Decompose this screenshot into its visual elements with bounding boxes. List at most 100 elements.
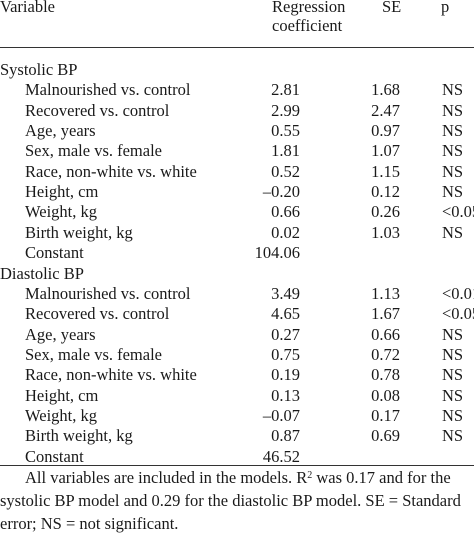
row-label: Constant [25, 243, 84, 263]
table-row: Height, cm 0.13 0.08 NS [0, 386, 474, 406]
row-label: Birth weight, kg [25, 426, 133, 446]
row-se: 0.12 [371, 182, 400, 202]
row-label: Constant [25, 446, 84, 466]
row-label: Age, years [25, 324, 96, 344]
row-label: Recovered vs. control [25, 100, 170, 120]
row-coefficient: 46.52 [262, 446, 300, 466]
row-coefficient: 0.66 [271, 202, 300, 222]
row-p-value: <0.05 [442, 304, 474, 324]
row-p-value: NS [442, 141, 464, 161]
row-se: 2.47 [371, 100, 400, 120]
row-se: 0.17 [371, 405, 400, 425]
row-coefficient: 2.99 [271, 100, 300, 120]
row-p-value: NS [442, 344, 464, 364]
table-row: Birth weight, kg 0.02 1.03 NS [0, 223, 474, 243]
row-se: 0.78 [371, 365, 400, 385]
header-coefficient-line2: coefficient [272, 16, 343, 35]
row-label: Malnourished vs. control [25, 80, 191, 100]
header-rule [0, 47, 474, 48]
row-p-value: NS [442, 161, 464, 181]
footnote-line-1: All variables are included in the models… [25, 468, 451, 487]
table-row: Weight, kg 0.66 0.26 <0.05 [0, 202, 474, 222]
row-coefficient: –0.07 [262, 405, 300, 425]
row-p-value: NS [442, 405, 464, 425]
row-coefficient: 0.55 [271, 121, 300, 141]
table-row: Race, non-white vs. white 0.52 1.15 NS [0, 162, 474, 182]
table-row: Height, cm –0.20 0.12 NS [0, 182, 474, 202]
row-coefficient: 0.13 [271, 385, 300, 405]
row-coefficient: 0.19 [271, 365, 300, 385]
row-coefficient: 104.06 [254, 243, 300, 263]
table-row: Sex, male vs. female 0.75 0.72 NS [0, 345, 474, 365]
row-se: 0.97 [371, 121, 400, 141]
row-label: Sex, male vs. female [25, 344, 162, 364]
section-title: Diastolic BP [0, 263, 84, 283]
bottom-rule [0, 465, 474, 466]
row-label: Recovered vs. control [25, 304, 170, 324]
header-coefficient-line1: Regression [272, 0, 346, 16]
table-row: Weight, kg –0.07 0.17 NS [0, 406, 474, 426]
row-se: 1.15 [371, 161, 400, 181]
row-coefficient: 3.49 [271, 283, 300, 303]
table-row: Constant 104.06 [0, 243, 474, 263]
row-label: Height, cm [25, 385, 99, 405]
table-row: Constant 46.52 [0, 447, 474, 467]
row-label: Height, cm [25, 182, 99, 202]
row-coefficient: 0.87 [271, 426, 300, 446]
row-coefficient: 4.65 [271, 304, 300, 324]
section-header-row: Diastolic BP [0, 264, 474, 284]
r-squared-superscript: 2 [307, 470, 313, 481]
row-coefficient: 0.27 [271, 324, 300, 344]
row-p-value: NS [442, 365, 464, 385]
row-label: Sex, male vs. female [25, 141, 162, 161]
row-se: 0.66 [371, 324, 400, 344]
row-coefficient: 2.81 [271, 80, 300, 100]
row-se: 1.07 [371, 141, 400, 161]
row-label: Malnourished vs. control [25, 283, 191, 303]
row-label: Weight, kg [25, 405, 97, 425]
row-se: 0.72 [371, 344, 400, 364]
row-p-value: NS [442, 100, 464, 120]
row-coefficient: 0.52 [271, 161, 300, 181]
row-se: 1.03 [371, 222, 400, 242]
table-row: Birth weight, kg 0.87 0.69 NS [0, 426, 474, 446]
table-row: Age, years 0.55 0.97 NS [0, 121, 474, 141]
row-p-value: NS [442, 426, 464, 446]
table-row: Age, years 0.27 0.66 NS [0, 325, 474, 345]
section-title: Systolic BP [0, 60, 78, 79]
row-p-value: <0.05 [442, 202, 474, 222]
section-header-row: Systolic BP [0, 60, 474, 80]
row-se: 0.26 [371, 202, 400, 222]
row-coefficient: 1.81 [271, 141, 300, 161]
row-label: Race, non-white vs. white [25, 365, 197, 385]
table-row: Sex, male vs. female 1.81 1.07 NS [0, 141, 474, 161]
header-se: SE [382, 0, 402, 16]
row-p-value: <0.01 [442, 283, 474, 303]
row-se: 1.13 [371, 283, 400, 303]
row-p-value: NS [442, 121, 464, 141]
table-row: Malnourished vs. control 3.49 1.13 <0.01 [0, 284, 474, 304]
row-label: Birth weight, kg [25, 222, 133, 242]
row-se: 0.69 [371, 426, 400, 446]
row-se: 0.08 [371, 385, 400, 405]
row-se: 1.67 [371, 304, 400, 324]
row-coefficient: 0.02 [271, 222, 300, 242]
table-header: Variable Regression coefficient SE p [0, 0, 474, 46]
table-row: Malnourished vs. control 2.81 1.68 NS [0, 80, 474, 100]
row-se: 1.68 [371, 80, 400, 100]
row-p-value: NS [442, 182, 464, 202]
table-row: Recovered vs. control 4.65 1.67 <0.05 [0, 304, 474, 324]
row-coefficient: 0.75 [271, 344, 300, 364]
footnote-line-3: error; NS = not significant. [0, 514, 179, 533]
row-p-value: NS [442, 385, 464, 405]
row-p-value: NS [442, 324, 464, 344]
footnote-line-2: systolic BP model and 0.29 for the diast… [0, 491, 461, 510]
row-p-value: NS [442, 80, 464, 100]
table-footnote: All variables are included in the models… [0, 466, 474, 535]
row-label: Age, years [25, 121, 96, 141]
row-coefficient: –0.20 [262, 182, 300, 202]
table-row: Recovered vs. control 2.99 2.47 NS [0, 101, 474, 121]
row-label: Race, non-white vs. white [25, 161, 197, 181]
row-label: Weight, kg [25, 202, 97, 222]
header-variable: Variable [0, 0, 55, 16]
